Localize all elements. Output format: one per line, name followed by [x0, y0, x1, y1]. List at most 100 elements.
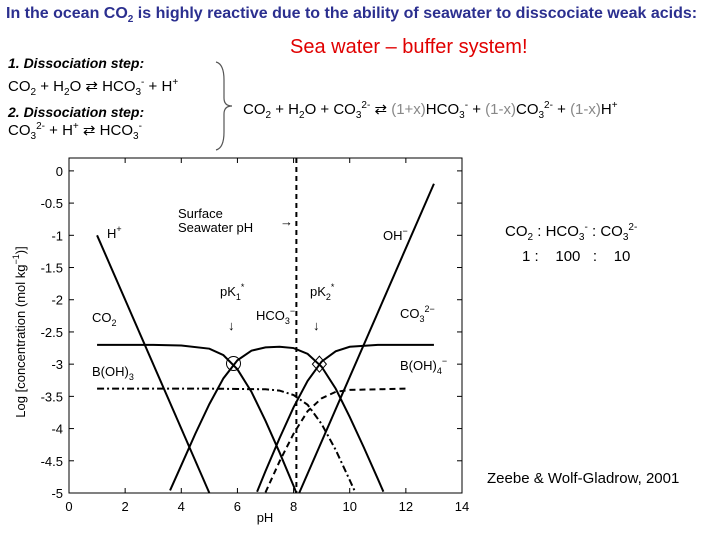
- text-segment: CO: [8, 122, 31, 139]
- series-line: [97, 387, 357, 493]
- text-segment: -: [141, 77, 145, 88]
- text-segment: ⇄: [82, 122, 96, 139]
- annotation: ↓: [313, 318, 320, 333]
- series-line: [97, 343, 298, 494]
- text-segment: + H: [36, 78, 64, 95]
- text-segment: 3: [538, 110, 545, 121]
- text-segment: CO: [505, 223, 528, 240]
- brace: [215, 61, 233, 151]
- text-segment: Surface: [178, 206, 223, 221]
- text-segment: Seawater pH: [178, 220, 253, 235]
- text-segment: 2: [127, 14, 134, 26]
- y-tick-label: 0: [56, 164, 63, 179]
- text-segment: ↓: [313, 318, 320, 333]
- text-segment: *: [331, 282, 335, 292]
- text-segment: −: [403, 226, 408, 236]
- x-tick-label: 0: [65, 499, 72, 514]
- text-segment: CO: [515, 101, 539, 118]
- text-segment: 3: [622, 232, 629, 243]
- x-tick-label: 10: [342, 499, 356, 514]
- text-segment: 3: [133, 131, 139, 142]
- y-tick-label: -0.5: [41, 196, 63, 211]
- text-segment: -: [138, 121, 142, 132]
- header: In the ocean CO2 is highly reactive due …: [6, 4, 716, 30]
- x-tick-label: 14: [455, 499, 469, 514]
- text-segment: H: [107, 226, 116, 241]
- text-segment: pK: [310, 284, 326, 299]
- x-tick-label: 6: [234, 499, 241, 514]
- text-segment: 2-: [36, 121, 45, 132]
- text-segment: B(OH): [400, 358, 437, 373]
- text-segment: CO: [8, 78, 31, 95]
- text-segment: 1: [236, 292, 241, 302]
- annotation: CO2: [92, 310, 117, 328]
- x-tick-label: 8: [290, 499, 297, 514]
- annotation: pK2*: [310, 282, 335, 302]
- series-line: [298, 183, 435, 494]
- text-segment: In the ocean CO: [6, 5, 128, 22]
- text-segment: →: [280, 214, 293, 229]
- step-title: 1. Dissociation step:: [8, 55, 145, 71]
- text-segment: HCO: [256, 308, 285, 323]
- text-segment: + H: [271, 101, 299, 118]
- text-segment: +: [468, 101, 486, 118]
- text-segment: 2-: [544, 100, 553, 111]
- text-segment: + H: [144, 78, 173, 95]
- annotation: Seawater pH: [178, 220, 253, 235]
- text-segment: *: [241, 282, 245, 292]
- text-segment: HCO: [95, 122, 133, 139]
- text-segment: Log [concentration (mol kg: [13, 265, 28, 418]
- annotation: pK1*: [220, 282, 245, 302]
- y-axis-label: Log [concentration (mol kg−1)]: [11, 246, 28, 417]
- text-segment: +: [72, 121, 79, 132]
- text-segment: )]: [13, 246, 28, 254]
- text-segment: (1-x): [485, 101, 516, 118]
- y-tick-label: -1.5: [41, 261, 63, 276]
- step-title: 2. Dissociation step:: [8, 104, 145, 120]
- y-tick-label: -5: [51, 486, 63, 501]
- text-segment: 2-: [628, 222, 638, 233]
- text-segment: HCO: [97, 78, 136, 95]
- text-segment: CO: [400, 306, 420, 321]
- text-segment: +: [116, 224, 121, 234]
- text-segment: H: [600, 101, 612, 118]
- annotation: HCO3−: [256, 306, 295, 326]
- annotation: OH−: [383, 226, 408, 243]
- text-segment: OH: [383, 228, 403, 243]
- y-tick-label: -3.5: [41, 389, 63, 404]
- text-segment: ⇄: [85, 78, 98, 95]
- equation: CO2 + H2O + CO32- ⇄ (1+x)HCO3- + (1-x)CO…: [243, 100, 618, 121]
- annotation: CO32−: [400, 304, 435, 324]
- text-segment: -: [464, 100, 469, 111]
- text-segment: O + CO: [304, 101, 356, 118]
- text-segment: 2: [30, 87, 37, 98]
- series-line: [256, 343, 434, 493]
- text-segment: 3: [285, 316, 290, 326]
- text-segment: 3: [129, 372, 134, 382]
- annotation: Surface: [178, 206, 223, 221]
- text-segment: 2: [299, 110, 305, 121]
- text-segment: 2: [326, 292, 331, 302]
- y-tick-label: -3: [51, 357, 63, 372]
- text-segment: O: [69, 78, 86, 95]
- series-line: [264, 387, 406, 493]
- text-segment: pK: [220, 284, 236, 299]
- text-segment: 3: [30, 131, 37, 142]
- text-segment: 4: [437, 366, 442, 376]
- text-segment: is highly reactive due to the ability of…: [133, 5, 698, 22]
- text-segment: +: [172, 77, 179, 88]
- text-segment: 3: [578, 232, 585, 243]
- y-tick-label: -4: [51, 422, 63, 437]
- text-segment: B(OH): [92, 364, 129, 379]
- text-segment: -: [584, 222, 588, 233]
- x-tick-label: 4: [178, 499, 185, 514]
- x-tick-label: 12: [399, 499, 413, 514]
- text-segment: 2−: [425, 304, 435, 314]
- plot-frame: [68, 157, 463, 494]
- marker: [225, 356, 241, 372]
- text-segment: : HCO: [533, 223, 579, 240]
- text-segment: −1: [11, 254, 21, 264]
- text-segment: 3: [420, 314, 425, 324]
